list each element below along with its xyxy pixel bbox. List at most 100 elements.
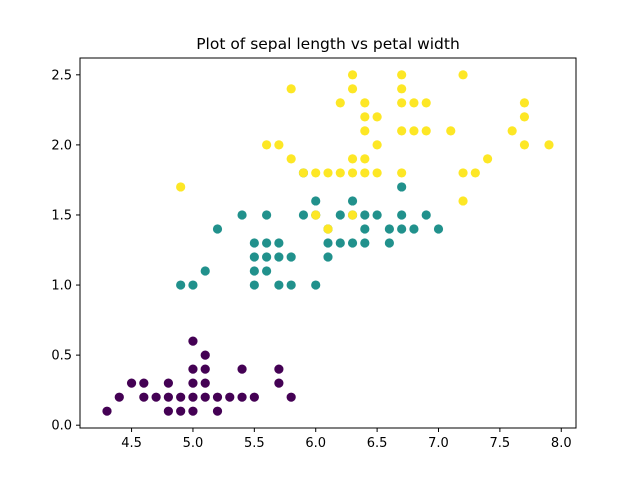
- data-point: [188, 280, 198, 290]
- data-point: [311, 168, 321, 178]
- data-point: [519, 112, 530, 122]
- data-point: [347, 70, 358, 80]
- data-point: [323, 168, 333, 178]
- data-point: [286, 280, 296, 290]
- data-point: [360, 238, 370, 248]
- data-point: [397, 210, 407, 220]
- data-point: [458, 168, 468, 178]
- data-point: [360, 98, 370, 108]
- data-point: [262, 238, 272, 248]
- data-point: [372, 210, 382, 220]
- data-point: [200, 266, 210, 276]
- data-point: [176, 280, 186, 290]
- data-point: [397, 84, 407, 94]
- data-point: [151, 392, 161, 402]
- data-point: [397, 224, 407, 234]
- data-point: [163, 378, 173, 388]
- data-point: [249, 252, 259, 262]
- data-point: [274, 238, 284, 248]
- data-point: [212, 406, 223, 416]
- data-point: [397, 168, 407, 178]
- data-point: [397, 182, 407, 192]
- data-point: [360, 112, 370, 122]
- data-point: [200, 392, 210, 402]
- data-point: [126, 378, 137, 388]
- data-point: [274, 252, 284, 262]
- x-tick-label: 8.0: [551, 436, 572, 451]
- data-point: [335, 210, 345, 220]
- data-point: [249, 238, 259, 248]
- data-point: [409, 126, 419, 136]
- data-point: [519, 98, 530, 108]
- data-point: [335, 98, 345, 108]
- y-axis: 0.0 0.5 1.0 1.5 2.0 2.5: [51, 68, 80, 434]
- data-point: [212, 224, 223, 234]
- data-point: [372, 112, 382, 122]
- data-point: [323, 224, 333, 234]
- data-point: [176, 406, 186, 416]
- x-tick-label: 7.5: [490, 436, 511, 451]
- data-point: [347, 210, 358, 220]
- data-point: [323, 252, 333, 262]
- data-point: [544, 140, 554, 150]
- data-point: [347, 238, 358, 248]
- data-point: [139, 392, 149, 402]
- data-point: [237, 392, 247, 402]
- data-point: [397, 126, 407, 136]
- data-point: [458, 70, 468, 80]
- data-point: [433, 224, 444, 234]
- data-point: [483, 154, 493, 164]
- data-point: [249, 280, 259, 290]
- y-tick-label: 1.5: [51, 208, 72, 223]
- data-point: [102, 406, 112, 416]
- data-point: [360, 210, 370, 220]
- data-point: [176, 392, 186, 402]
- data-point: [286, 252, 296, 262]
- data-point: [360, 224, 370, 234]
- data-point: [421, 210, 431, 220]
- data-point: [446, 126, 456, 136]
- data-point: [188, 336, 198, 346]
- data-point: [274, 378, 284, 388]
- data-point: [323, 238, 333, 248]
- data-point: [286, 154, 296, 164]
- data-point: [360, 154, 370, 164]
- data-point: [360, 126, 370, 136]
- data-point: [347, 154, 358, 164]
- data-point: [225, 392, 235, 402]
- data-point: [262, 140, 272, 150]
- data-points: [102, 70, 554, 416]
- data-point: [311, 280, 321, 290]
- data-point: [507, 126, 517, 136]
- data-point: [200, 378, 210, 388]
- plot-area-frame: [79, 57, 577, 429]
- y-tick-label: 2.5: [51, 68, 72, 83]
- data-point: [298, 168, 309, 178]
- data-point: [249, 266, 259, 276]
- data-point: [188, 392, 198, 402]
- data-point: [311, 196, 321, 206]
- data-point: [188, 406, 198, 416]
- x-tick-label: 5.5: [244, 436, 265, 451]
- data-point: [397, 70, 407, 80]
- data-point: [347, 196, 358, 206]
- data-point: [262, 252, 272, 262]
- data-point: [249, 392, 259, 402]
- data-point: [139, 378, 149, 388]
- data-point: [200, 350, 210, 360]
- data-point: [237, 210, 247, 220]
- data-point: [200, 364, 210, 374]
- data-point: [519, 140, 530, 150]
- chart-title: Plot of sepal length vs petal width: [196, 35, 460, 53]
- data-point: [176, 182, 186, 192]
- x-tick-label: 6.0: [305, 436, 326, 451]
- x-tick-label: 5.0: [183, 436, 204, 451]
- data-point: [384, 224, 394, 234]
- data-point: [372, 140, 382, 150]
- data-point: [397, 98, 407, 108]
- data-point: [458, 196, 468, 206]
- data-point: [298, 210, 309, 220]
- y-tick-label: 0.0: [51, 419, 72, 434]
